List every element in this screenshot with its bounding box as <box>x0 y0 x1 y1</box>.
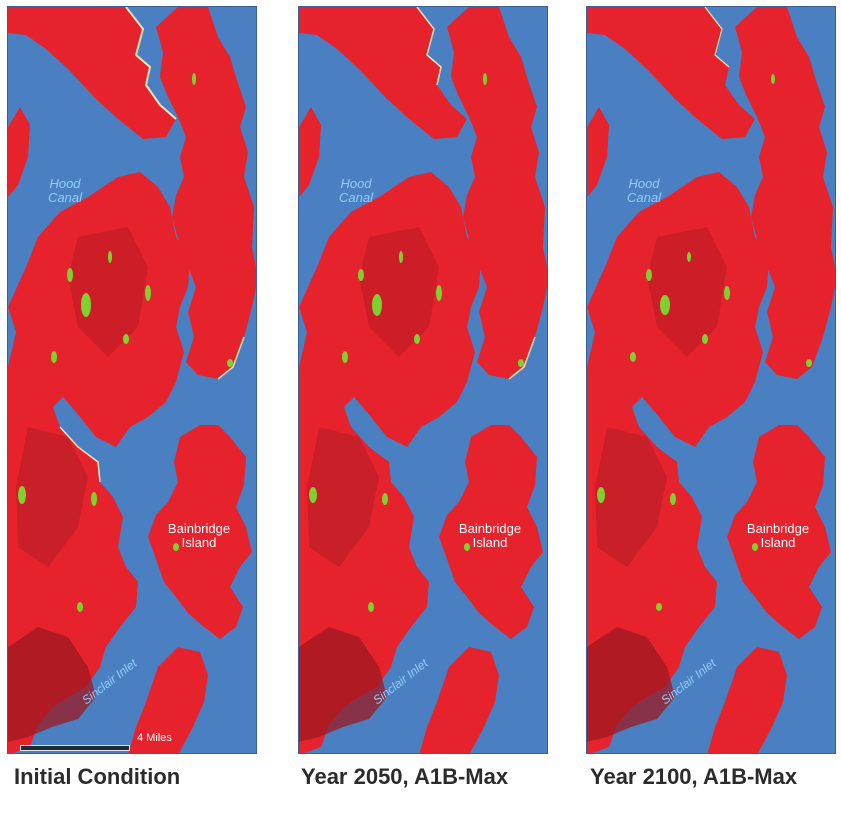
panel-caption-year-2050: Year 2050, A1B-Max <box>301 764 509 789</box>
marsh-patch <box>806 359 812 367</box>
marsh-patch <box>630 352 636 362</box>
land-cover-map <box>8 7 256 753</box>
marsh-patch <box>399 251 403 263</box>
marsh-patch <box>77 602 83 612</box>
developed-land-dark <box>16 427 88 567</box>
marsh-patch <box>368 602 374 612</box>
marsh-patch <box>464 543 470 551</box>
developed-land-dark <box>595 427 667 567</box>
land-bainbridge-island <box>148 425 252 639</box>
land-kitsap-peninsula <box>587 172 769 753</box>
marsh-patch <box>227 359 233 367</box>
land-kitsap-peninsula <box>299 172 481 753</box>
marsh-patch <box>687 252 691 262</box>
developed-land-dark <box>307 427 379 567</box>
marsh-patch <box>646 269 652 281</box>
marsh-patch <box>518 359 524 367</box>
land-south-peninsula <box>128 647 208 753</box>
marsh-patch <box>91 492 97 506</box>
panel-caption-year-2100: Year 2100, A1B-Max <box>590 764 798 789</box>
panel-caption-initial-condition: Initial Condition <box>14 764 181 789</box>
marsh-patch <box>724 286 730 300</box>
developed-land-dark <box>587 627 675 742</box>
marsh-patch <box>670 493 676 505</box>
beach-fringe <box>125 7 177 120</box>
marsh-patch <box>656 603 662 611</box>
land-kitsap-north <box>447 7 547 379</box>
beach-fringe <box>704 7 730 68</box>
marsh-patch <box>67 268 73 282</box>
marsh-patch <box>108 251 112 263</box>
land-south-peninsula <box>707 647 787 753</box>
marsh-patch <box>436 285 442 301</box>
land-west-edge <box>8 107 30 197</box>
land-cover-map <box>587 7 835 753</box>
hood-canal-label: Hood Canal <box>627 176 661 205</box>
marsh-patch <box>18 486 26 504</box>
hood-canal-label: Hood Canal <box>339 176 373 205</box>
land-west-edge <box>299 107 321 197</box>
hood-canal-label: Hood Canal <box>48 176 82 205</box>
scale-label: 4 Miles <box>137 732 172 744</box>
land-kitsap-north <box>156 7 256 379</box>
marsh-patch <box>771 74 775 84</box>
developed-land-dark <box>359 227 439 357</box>
marsh-patch <box>414 334 420 344</box>
bainbridge-island-label: Bainbridge Island <box>167 521 231 550</box>
land-kitsap-peninsula <box>8 172 190 753</box>
developed-land-dark <box>8 627 96 742</box>
developed-land-dark <box>299 627 387 742</box>
map-panel-year-2100: Hood Canal Bainbridge Island Sinclair In… <box>586 6 836 754</box>
marsh-patch <box>382 493 388 505</box>
map-panel-initial-condition: Hood Canal Bainbridge Island Sinclair In… <box>7 6 257 754</box>
bainbridge-island-label: Bainbridge Island <box>746 521 810 550</box>
land-bainbridge-island <box>727 425 831 639</box>
marsh-patch <box>173 543 179 551</box>
marsh-patch <box>372 294 382 316</box>
land-kitsap-north <box>735 7 835 379</box>
beach-fringe <box>508 336 536 380</box>
marsh-patch <box>309 487 317 503</box>
marsh-patch <box>51 351 57 363</box>
marsh-patch <box>483 73 487 85</box>
marsh-patch <box>752 543 758 551</box>
marsh-patch <box>597 487 605 503</box>
marsh-patch <box>702 334 708 344</box>
land-south-peninsula <box>419 647 499 753</box>
land-upper-left <box>8 7 176 139</box>
map-panel-year-2050: Hood Canal Bainbridge Island Sinclair In… <box>298 6 548 754</box>
scale-bar-line <box>20 745 130 751</box>
marsh-patch <box>145 285 151 301</box>
marsh-patch <box>342 351 348 363</box>
marsh-patch <box>192 73 196 85</box>
marsh-patch <box>358 269 364 281</box>
developed-land-dark <box>68 227 148 357</box>
beach-fringe <box>416 7 442 86</box>
land-west-edge <box>587 107 609 197</box>
marsh-patch <box>660 295 670 315</box>
developed-land-dark <box>647 227 727 357</box>
land-upper-left <box>299 7 467 139</box>
marsh-patch <box>123 334 129 344</box>
scale-bar: 4 Miles <box>20 732 172 751</box>
land-upper-left <box>587 7 755 139</box>
land-cover-map <box>299 7 547 753</box>
land-bainbridge-island <box>439 425 543 639</box>
beach-fringe <box>59 426 101 483</box>
bainbridge-island-label: Bainbridge Island <box>458 521 522 550</box>
marsh-patch <box>81 293 91 317</box>
beach-fringe <box>217 336 245 380</box>
